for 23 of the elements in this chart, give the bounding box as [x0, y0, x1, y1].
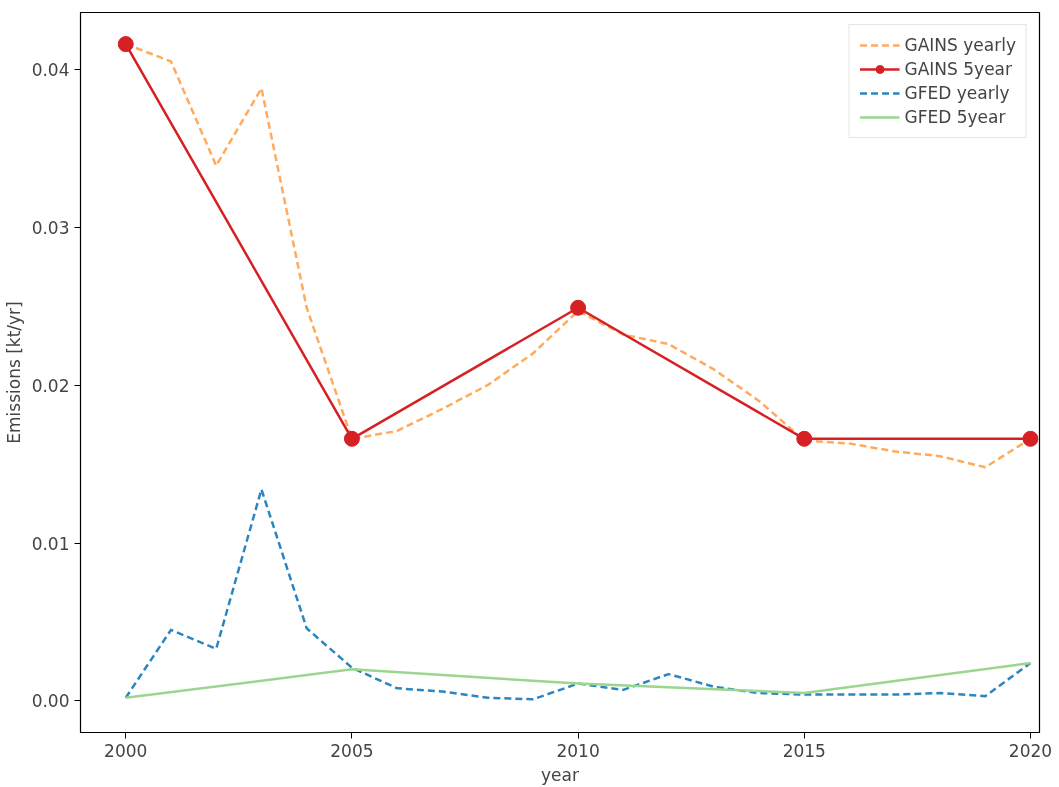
x-tick-label: 2005: [330, 740, 374, 761]
legend-label: GAINS yearly: [904, 35, 1016, 55]
legend-label: GAINS 5year: [904, 59, 1013, 79]
y-tick-label: 0.03: [31, 217, 70, 238]
point: [117, 36, 134, 53]
y-tick-label: 0.04: [31, 59, 70, 80]
x-tick-label: 2020: [1008, 740, 1053, 761]
y-tick-label: 0.02: [31, 375, 70, 396]
x-tick-label: 2000: [104, 740, 148, 761]
legend-label: GFED yearly: [904, 83, 1010, 103]
point: [570, 299, 587, 316]
line-series: [124, 488, 1032, 701]
legend-label: GFED 5year: [904, 107, 1006, 127]
point: [796, 430, 813, 447]
y-tick-label: 0.01: [31, 533, 70, 554]
point: [343, 430, 360, 447]
point: [1022, 430, 1039, 447]
y-axis-title: Emissions [kt/yr]: [3, 301, 24, 444]
y-tick-label: 0.00: [31, 691, 70, 712]
line-series: [124, 661, 1032, 700]
x-axis-title: year: [541, 764, 579, 785]
x-tick-label: 2015: [782, 740, 826, 761]
x-tick-label: 2010: [556, 740, 600, 761]
